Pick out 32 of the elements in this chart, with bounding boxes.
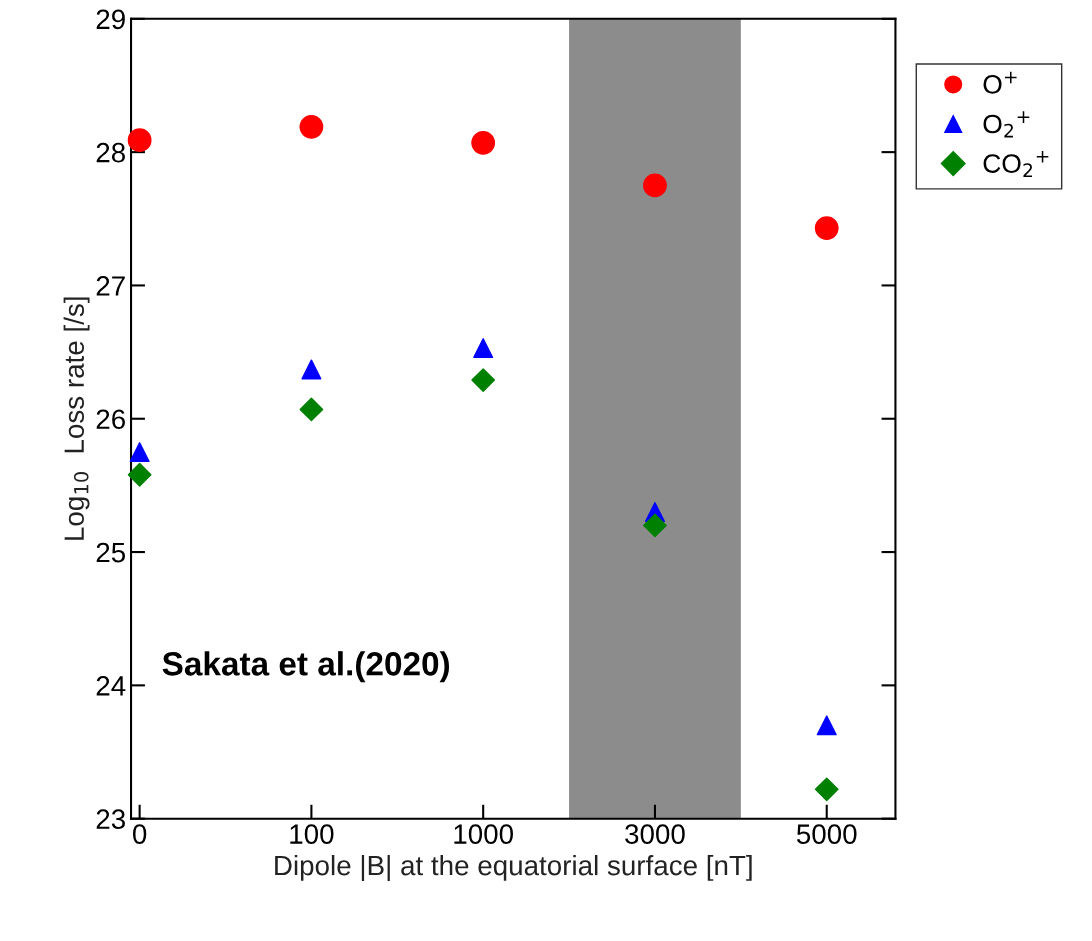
y-tick-label: 23 <box>96 809 125 830</box>
point <box>129 442 150 463</box>
y-tick-label: 28 <box>96 142 125 163</box>
annotation: Sakata et al.(2020) <box>162 651 450 683</box>
point <box>814 777 839 802</box>
x-tick-label: 5000 <box>796 824 857 844</box>
y-tick-label: 25 <box>96 542 126 563</box>
point <box>127 128 152 153</box>
point <box>299 114 324 139</box>
x-axis-title: Dipole |B| at the equatorial surface [nT] <box>275 854 752 881</box>
point <box>127 462 152 487</box>
x-tick-label: 100 <box>290 824 334 844</box>
point <box>473 338 494 359</box>
x-tick-label: 1000 <box>454 824 513 844</box>
y-axis-title: Log$_{10}$ Loss rate [/s] <box>63 297 90 540</box>
y-tick-label: 24 <box>96 676 126 696</box>
point <box>471 130 496 155</box>
legend-label: O$^{+}$ <box>983 71 1017 94</box>
point <box>643 513 667 538</box>
legend-label: O$_{2}$$^{+}$ <box>983 111 1030 138</box>
legend-label: CO$_{2}$$^{+}$ <box>983 150 1049 177</box>
point <box>471 368 496 392</box>
y-tick-label: 27 <box>96 276 125 296</box>
point <box>816 715 837 736</box>
point <box>301 359 322 380</box>
x-tick-label: 0 <box>132 824 147 844</box>
x-tick-label: 3000 <box>625 824 685 844</box>
point <box>814 216 839 241</box>
y-tick-label: 26 <box>96 409 125 430</box>
y-tick-label: 29 <box>96 9 125 30</box>
point <box>299 397 324 422</box>
point <box>643 173 667 198</box>
